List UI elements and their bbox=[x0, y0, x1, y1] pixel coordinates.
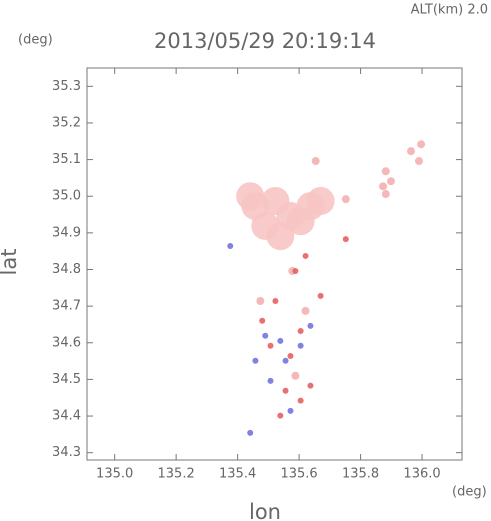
y-unit: (deg) bbox=[18, 33, 53, 48]
x-tick-label: 135.8 bbox=[342, 467, 379, 482]
echo-point bbox=[317, 292, 324, 299]
x-tick-label: 135.2 bbox=[158, 467, 195, 482]
echo-point bbox=[267, 377, 274, 384]
echo-point bbox=[306, 186, 335, 215]
y-tick-label: 35.0 bbox=[52, 189, 81, 204]
echo-point bbox=[282, 357, 289, 364]
echo-point bbox=[307, 322, 314, 329]
y-tick-label: 34.6 bbox=[52, 335, 81, 350]
echo-point bbox=[262, 332, 269, 339]
echo-point bbox=[386, 177, 395, 186]
echo-point bbox=[297, 342, 304, 349]
echo-point bbox=[259, 317, 266, 324]
echo-point bbox=[341, 195, 350, 204]
echo-point bbox=[266, 222, 295, 251]
y-tick-label: 35.1 bbox=[52, 152, 81, 167]
y-tick-label: 34.4 bbox=[52, 409, 81, 424]
echo-point bbox=[277, 337, 284, 344]
y-tick-label: 34.8 bbox=[52, 262, 81, 277]
y-tick-label: 34.9 bbox=[52, 225, 81, 240]
echo-point bbox=[256, 297, 265, 306]
echo-point bbox=[414, 157, 423, 166]
echo-point bbox=[302, 252, 309, 259]
echo-point bbox=[227, 243, 234, 250]
echo-point bbox=[291, 371, 300, 380]
x-tick-label: 135.0 bbox=[96, 467, 133, 482]
echo-point bbox=[307, 382, 314, 389]
echo-point bbox=[406, 147, 415, 156]
x-tick-label: 136.0 bbox=[403, 467, 440, 482]
echo-point bbox=[292, 267, 299, 274]
echo-point bbox=[247, 429, 254, 436]
chart-title: 2013/05/29 20:19:14 bbox=[154, 29, 376, 53]
y-tick-label: 35.2 bbox=[52, 115, 81, 130]
x-tick-label: 135.4 bbox=[219, 467, 256, 482]
echo-point bbox=[417, 140, 426, 149]
echo-point bbox=[381, 167, 390, 176]
echo-point bbox=[301, 306, 310, 315]
altitude-label: ALT(km) 2.0 bbox=[411, 3, 488, 18]
y-tick-label: 34.5 bbox=[52, 372, 81, 387]
y-axis-label: lat bbox=[0, 249, 21, 276]
echo-point bbox=[277, 412, 284, 419]
echo-point bbox=[267, 342, 274, 349]
echo-point bbox=[287, 352, 294, 359]
x-tick-label: 135.6 bbox=[280, 467, 317, 482]
y-tick-label: 35.3 bbox=[52, 79, 81, 94]
echo-point bbox=[297, 328, 304, 335]
x-axis-label: lon bbox=[249, 500, 281, 521]
echo-point bbox=[252, 357, 259, 364]
echo-point bbox=[342, 236, 349, 243]
echo-point bbox=[311, 157, 320, 166]
echo-point bbox=[286, 207, 315, 236]
echo-point bbox=[282, 387, 289, 394]
echo-point bbox=[236, 182, 265, 211]
echo-point bbox=[287, 407, 294, 414]
x-unit: (deg) bbox=[452, 485, 487, 500]
y-tick-label: 34.3 bbox=[52, 445, 81, 460]
y-tick-label: 34.7 bbox=[52, 299, 81, 314]
echo-point bbox=[297, 397, 304, 404]
echo-point bbox=[272, 298, 279, 305]
echo-point bbox=[379, 182, 388, 191]
echo-point bbox=[381, 190, 390, 199]
plot-frame bbox=[86, 67, 463, 461]
